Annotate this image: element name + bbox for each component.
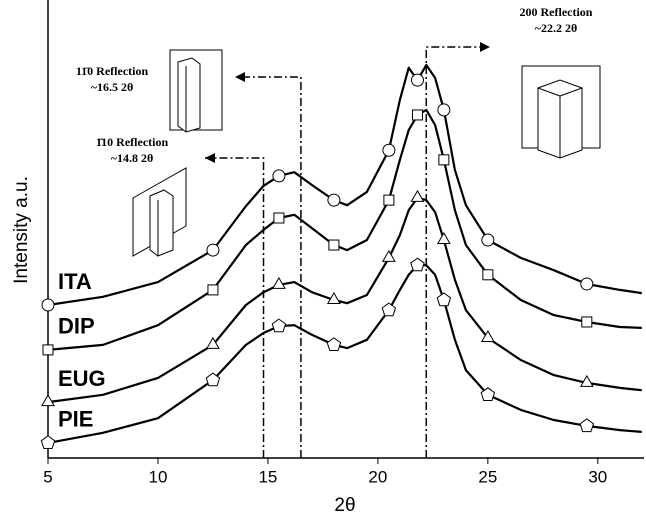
marker <box>438 154 450 166</box>
series-line <box>47 196 642 404</box>
arrow-head <box>205 153 215 163</box>
x-axis-label: 2θ <box>334 495 355 516</box>
marker <box>436 231 451 244</box>
crystal-icons <box>132 49 601 257</box>
marker <box>41 394 55 407</box>
marker <box>436 292 452 307</box>
series-label: ITA <box>58 269 92 294</box>
marker <box>272 276 286 289</box>
marker <box>328 239 340 251</box>
reference-line <box>205 157 265 458</box>
annotation-label: 1̄10 Reflection <box>96 135 169 149</box>
marker <box>579 374 594 387</box>
marker <box>42 344 54 356</box>
marker <box>206 336 220 349</box>
y-axis-label: Intensity a.u. <box>11 176 32 284</box>
series-line <box>47 108 642 351</box>
annotation-label: 11̄0 Reflection <box>76 64 149 78</box>
x-tick-label: 10 <box>149 467 168 486</box>
marker <box>326 292 341 304</box>
series-line <box>47 63 642 307</box>
marker <box>326 337 342 351</box>
marker <box>480 387 496 401</box>
marker <box>41 298 55 312</box>
marker <box>579 418 595 433</box>
annotation-position: ~22.2 2θ <box>535 21 578 35</box>
marker <box>437 103 451 117</box>
marker <box>40 435 56 449</box>
series-label: EUG <box>58 366 106 391</box>
marker <box>205 372 221 387</box>
marker <box>273 212 285 224</box>
marker <box>207 284 219 296</box>
marker <box>382 143 396 157</box>
prism-edge <box>559 87 583 97</box>
prism-edge <box>537 87 561 97</box>
prism-icon <box>177 57 201 133</box>
x-tick-label: 25 <box>478 467 497 486</box>
arrow-head <box>480 42 490 52</box>
x-tick-label: 30 <box>588 467 607 486</box>
arrow-head <box>235 72 245 82</box>
marker <box>410 257 425 272</box>
marker <box>482 269 494 281</box>
series-line <box>47 264 642 444</box>
marker <box>272 169 286 183</box>
marker <box>480 329 495 342</box>
x-tick-label: 5 <box>43 467 52 486</box>
x-tick-label: 15 <box>258 467 277 486</box>
marker <box>383 194 395 206</box>
marker <box>481 233 495 247</box>
reference-line <box>425 46 490 458</box>
prism-icon <box>149 189 174 257</box>
marker <box>327 193 341 207</box>
annotation-label: 200 Reflection <box>520 5 593 19</box>
marker <box>410 73 424 87</box>
x-tick-label: 20 <box>368 467 387 486</box>
marker <box>580 277 594 291</box>
reference-line <box>235 76 302 458</box>
marker <box>206 243 220 257</box>
series-label: DIP <box>58 314 95 339</box>
marker <box>581 316 593 328</box>
annotation-position: ~16.5 2θ <box>91 80 134 94</box>
marker <box>271 318 287 333</box>
annotation-position: ~14.8 2θ <box>111 151 154 165</box>
marker <box>410 189 425 202</box>
marker <box>381 302 397 317</box>
marker <box>411 109 423 121</box>
marker <box>381 249 396 262</box>
series-label: PIE <box>58 407 93 432</box>
